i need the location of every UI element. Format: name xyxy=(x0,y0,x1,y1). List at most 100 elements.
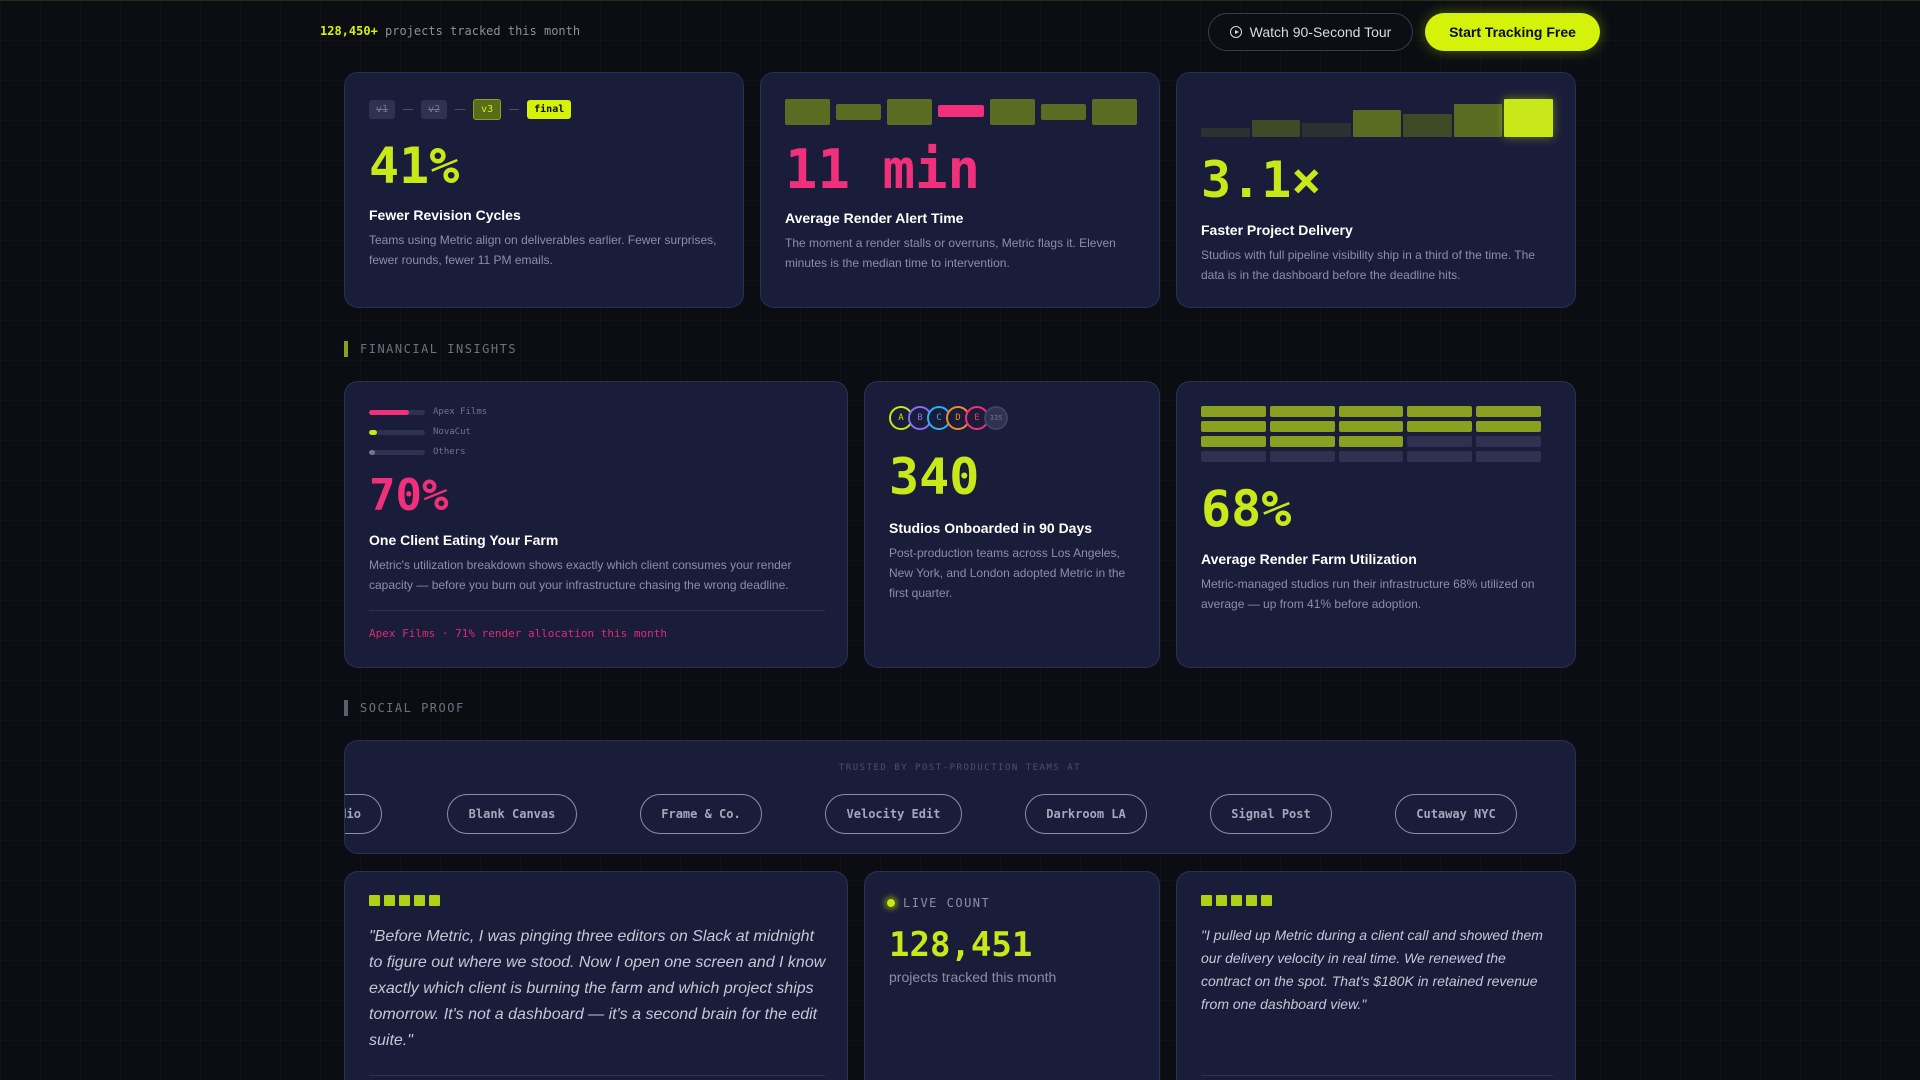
metric-title: One Client Eating Your Farm xyxy=(369,532,559,548)
metric-title: Average Render Farm Utilization xyxy=(1201,551,1417,567)
metric-value: 70% xyxy=(369,470,449,521)
metric-title: Faster Project Delivery xyxy=(1201,222,1353,238)
utilization-cell xyxy=(1407,406,1473,417)
utilization-cell xyxy=(1201,406,1266,417)
version-chip-current: v3 xyxy=(473,99,502,120)
metric-value: 68% xyxy=(1201,480,1292,538)
render-block xyxy=(1040,104,1086,120)
utilization-cell xyxy=(1407,451,1473,462)
utilization-cell xyxy=(1201,421,1266,432)
metric-description: Metric-managed studios run their infrast… xyxy=(1201,577,1535,611)
delivery-bar xyxy=(1251,119,1301,137)
version-chip: v2 xyxy=(421,100,448,119)
delivery-bar xyxy=(1504,99,1553,137)
utilization-cell xyxy=(1201,451,1266,462)
metric-description: Studios with full pipeline visibility sh… xyxy=(1201,248,1535,282)
metric-description: Teams using Metric align on deliverables… xyxy=(369,233,717,267)
divider xyxy=(369,610,825,611)
testimonial-quote: "I pulled up Metric during a client call… xyxy=(1201,927,1543,1012)
delivery-bar xyxy=(1201,127,1250,137)
star-icon xyxy=(429,895,440,906)
version-chip: v1 xyxy=(369,100,396,119)
client-bar-label: NovaCut xyxy=(433,427,471,437)
section-label-financial: FINANCIAL INSIGHTS xyxy=(344,341,517,357)
utilization-cell xyxy=(1269,436,1335,447)
utilization-cell xyxy=(1338,421,1404,432)
section-label-social: SOCIAL PROOF xyxy=(344,700,465,716)
trusted-logos-strip: TRUSTED BY POST-PRODUCTION TEAMS AT dio … xyxy=(344,740,1576,854)
studio-logo: Velocity Edit xyxy=(825,794,962,834)
live-label: LIVE COUNT xyxy=(903,896,991,910)
version-chips: v1 v2 v3 final xyxy=(369,99,572,120)
metric-value: 3.1× xyxy=(1201,151,1322,209)
metric-description: Metric's utilization breakdown shows exa… xyxy=(369,558,792,592)
watch-tour-label: Watch 90-Second Tour xyxy=(1249,24,1392,40)
trusted-label: TRUSTED BY POST-PRODUCTION TEAMS AT xyxy=(838,763,1082,773)
projects-tracked-stat: 128,450+ projects tracked this month xyxy=(320,24,580,38)
utilization-cell xyxy=(1476,406,1541,417)
render-block xyxy=(785,99,831,125)
divider xyxy=(369,1075,825,1076)
render-alert-block xyxy=(938,105,984,117)
client-bar-row: Apex Films xyxy=(369,402,487,422)
metric-card-revisions: v1 v2 v3 final 41% Fewer Revision Cycles… xyxy=(344,72,744,308)
metric-text: Average Render Alert Time The moment a r… xyxy=(785,210,1137,273)
watch-tour-button[interactable]: Watch 90-Second Tour xyxy=(1208,13,1413,51)
star-icon xyxy=(1231,895,1242,906)
start-tracking-button[interactable]: Start Tracking Free xyxy=(1425,13,1600,51)
utilization-cell xyxy=(1269,451,1335,462)
metric-description: The moment a render stalls or overruns, … xyxy=(785,236,1116,270)
stat-value: 128,450+ xyxy=(320,24,378,38)
stat-text: projects tracked this month xyxy=(385,24,581,38)
metric-card-delivery: 3.1× Faster Project Delivery Studios wit… xyxy=(1176,72,1576,308)
metric-value: 340 xyxy=(889,448,980,506)
delivery-bar xyxy=(1403,114,1452,137)
metric-text: Average Render Farm Utilization Metric-m… xyxy=(1201,551,1553,614)
render-block xyxy=(1091,99,1137,125)
studio-logo: Signal Post xyxy=(1210,794,1332,834)
delivery-bar xyxy=(1453,103,1503,137)
utilization-cell xyxy=(1201,436,1266,447)
divider xyxy=(403,109,414,110)
render-block xyxy=(887,99,933,125)
render-block xyxy=(989,99,1035,125)
client-bar-row: NovaCut xyxy=(369,422,487,442)
financial-card-studios: A B C D E 335 340 Studios Onboarded in 90 Day… xyxy=(864,381,1160,668)
client-bar-fill xyxy=(369,449,375,455)
testimonial-card: "Before Metric, I was pinging three edit… xyxy=(344,871,848,1080)
testimonial-quote: "Before Metric, I was pinging three edit… xyxy=(369,928,826,1049)
client-footnote: Apex Films · 71% render allocation this … xyxy=(369,627,668,640)
divider xyxy=(1201,1075,1553,1076)
live-count-value: 128,451 xyxy=(889,925,1033,965)
metric-text: Faster Project Delivery Studios with ful… xyxy=(1201,222,1553,285)
live-count-card: LIVE COUNT 128,451 projects tracked this… xyxy=(864,871,1160,1080)
delivery-bar xyxy=(1352,109,1402,137)
utilization-cell xyxy=(1476,436,1541,447)
studio-logo: Cutaway NYC xyxy=(1395,794,1517,834)
star-icon xyxy=(1201,895,1212,906)
metric-text: One Client Eating Your Farm Metric's uti… xyxy=(369,532,825,595)
utilization-cell xyxy=(1407,436,1473,447)
rating-stars xyxy=(1201,895,1272,906)
utilization-cell xyxy=(1476,421,1541,432)
client-bar-row: Others xyxy=(369,442,487,462)
star-icon xyxy=(414,895,425,906)
star-icon xyxy=(399,895,410,906)
utilization-cell xyxy=(1338,451,1404,462)
star-icon xyxy=(1216,895,1227,906)
render-block xyxy=(836,104,882,120)
top-border xyxy=(0,0,1920,1)
metric-text: Studios Onboarded in 90 Days Post-produc… xyxy=(889,520,1139,603)
metric-value: 41% xyxy=(369,137,460,195)
utilization-cell xyxy=(1476,451,1541,462)
studio-avatars: A B C D E 335 xyxy=(889,406,1008,430)
metric-title: Average Render Alert Time xyxy=(785,210,964,226)
delivery-bar xyxy=(1302,122,1351,137)
metric-title: Fewer Revision Cycles xyxy=(369,207,521,223)
delivery-bar-chart xyxy=(1201,99,1553,137)
financial-card-client-share: Apex Films NovaCut Others 70% One Client E… xyxy=(344,381,848,668)
client-bar-fill xyxy=(369,429,378,435)
metric-title: Studios Onboarded in 90 Days xyxy=(889,520,1093,536)
divider xyxy=(509,109,520,110)
studio-logo: dio xyxy=(345,794,382,834)
